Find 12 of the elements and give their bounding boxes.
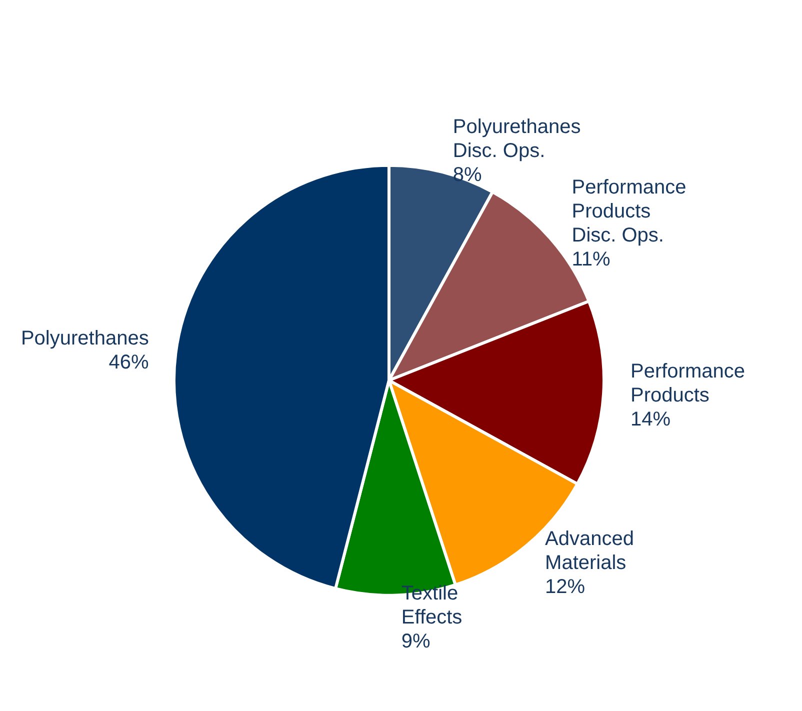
slice-label: Performance Products Disc. Ops. xyxy=(572,176,686,247)
slice-label: Polyurethanes Disc. Ops. xyxy=(452,116,581,162)
data-label: 9% xyxy=(401,630,431,652)
data-label: 8% xyxy=(452,164,482,186)
slice-label: Performance Products xyxy=(630,360,745,406)
data-label: 14% xyxy=(630,408,671,430)
data-label: 46% xyxy=(108,352,150,374)
slice-label: Textile Effects xyxy=(401,582,462,628)
data-label: 12% xyxy=(545,576,586,598)
slice-label: Advanced Materials xyxy=(545,528,634,574)
data-label: 11% xyxy=(572,248,611,271)
slice-label: Polyurethanes xyxy=(20,328,149,350)
